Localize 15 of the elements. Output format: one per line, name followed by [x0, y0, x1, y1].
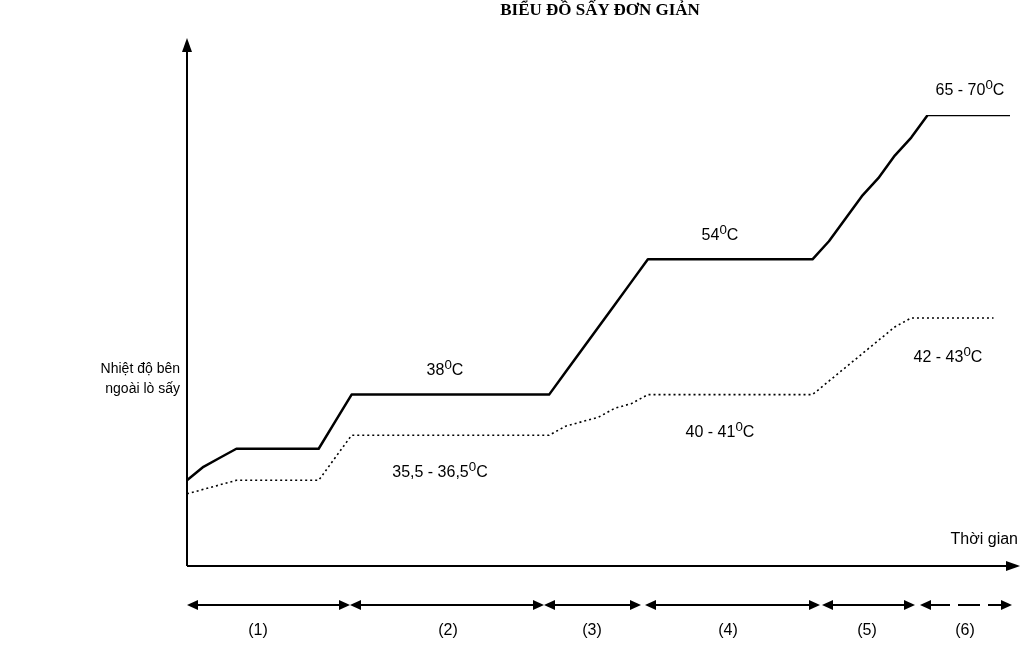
- y-axis-title: Nhiệt độ bên ngoài lò sấy: [99, 359, 180, 398]
- text: 65 - 70$^{0}$C: [934, 77, 1006, 100]
- annotation: 35,5 - 36,5$^{0}$C: [391, 459, 489, 482]
- x-axis-title: Thời gian: [950, 530, 1018, 548]
- text: (2): [437, 621, 459, 639]
- text: (4): [717, 621, 739, 639]
- text: (1): [247, 621, 269, 639]
- annotation: 42 - 43$^{0}$C: [912, 344, 984, 367]
- annotation: 54$^{0}$C: [700, 222, 740, 245]
- text: (6): [955, 621, 975, 638]
- chart-title: BIỂU ĐỒ SẤY ĐƠN GIẢN: [499, 0, 701, 20]
- text: (5): [857, 621, 877, 638]
- annotation: 40 - 41$^{0}$C: [684, 419, 756, 442]
- text: (3): [581, 621, 603, 639]
- annotation: 38$^{0}$C: [425, 357, 465, 380]
